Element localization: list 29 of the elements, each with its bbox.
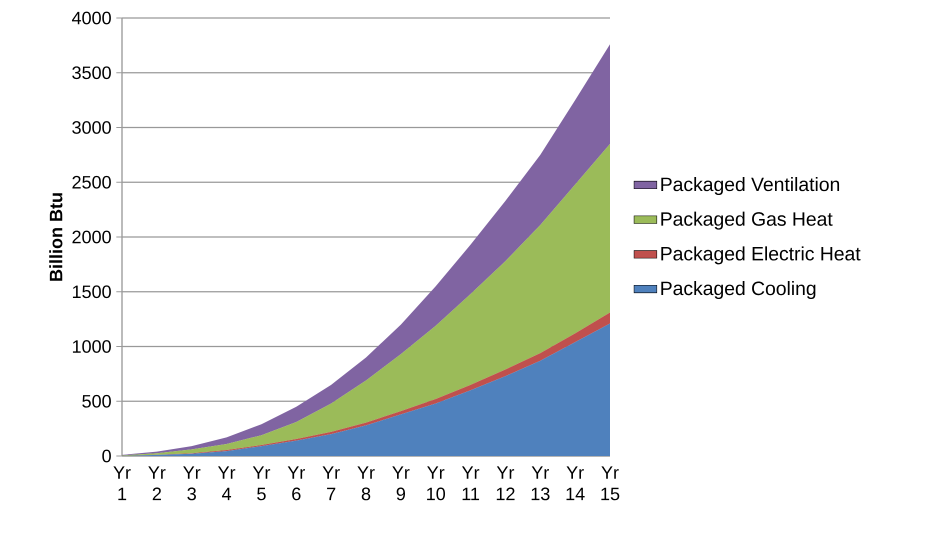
y-tick-label: 3000 — [72, 121, 111, 134]
x-tick-label: Yr 3 — [183, 466, 200, 500]
y-tick-label: 3500 — [72, 66, 111, 80]
x-tick-label: Yr 1 — [113, 466, 131, 500]
y-tick-label: 4000 — [72, 12, 111, 24]
y-tick-label: 2000 — [72, 230, 111, 244]
y-tick-label: 1500 — [72, 285, 111, 298]
x-tick-label: Yr 12 — [496, 466, 515, 500]
x-tick-label: Yr 10 — [427, 466, 446, 500]
x-tick-label: Yr 2 — [148, 466, 166, 500]
x-tick-label: Yr 7 — [322, 466, 340, 500]
x-tick-label: Yr 4 — [218, 466, 236, 500]
legend-label: Packaged Cooling — [661, 281, 816, 300]
legend-label: Packaged Gas Heat — [661, 212, 833, 230]
x-tick-label: Yr 9 — [392, 466, 410, 500]
y-tick-label: 2500 — [72, 176, 111, 189]
legend-label: Packaged Electric Heat — [661, 246, 861, 264]
x-tick-label: Yr 5 — [252, 466, 270, 500]
x-tick-label: Yr 14 — [566, 466, 585, 500]
x-tick-label: Yr 15 — [601, 466, 620, 500]
x-tick-label: Yr 8 — [357, 466, 375, 500]
x-tick-label: Yr 13 — [532, 466, 550, 500]
y-tick-label: 1000 — [72, 340, 111, 353]
legend-label: Packaged Ventilation — [661, 176, 840, 196]
y-tick-label: 0 — [102, 450, 111, 462]
y-axis-title: Billion Btu — [49, 193, 62, 281]
x-tick-label: Yr 11 — [462, 466, 480, 500]
y-tick-label: 500 — [82, 394, 111, 408]
x-tick-label: Yr 6 — [288, 466, 305, 500]
